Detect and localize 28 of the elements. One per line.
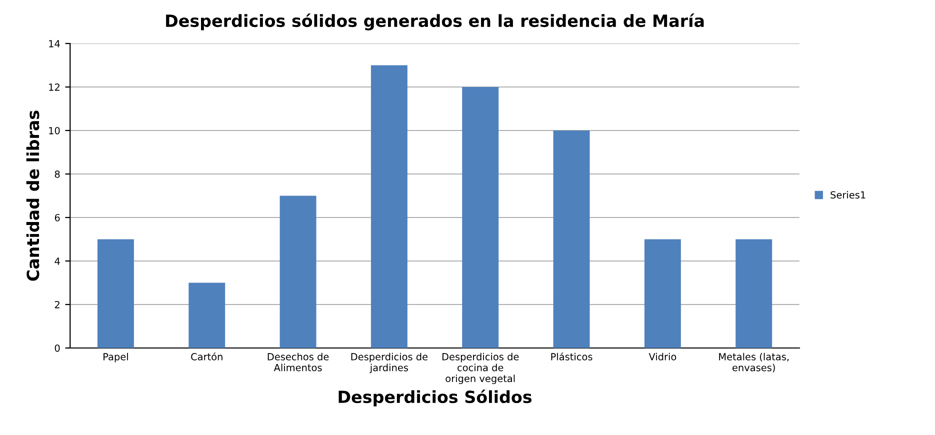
bar <box>280 196 316 348</box>
y-tick-label: 6 <box>54 214 60 222</box>
x-tick-label: Desperdicios de cocina de origen vegetal <box>442 352 519 384</box>
bar <box>188 282 226 348</box>
x-axis-title: Desperdicios Sólidos <box>338 390 532 406</box>
bar <box>553 130 590 348</box>
y-tick-label: 2 <box>54 300 60 308</box>
y-axis-title: Cantidad de libras <box>26 110 40 281</box>
x-tick-label: Cartón <box>191 352 222 360</box>
y-tick-label: 14 <box>49 40 60 48</box>
bar <box>736 239 772 348</box>
y-tick-label: 10 <box>49 126 60 134</box>
y-tick-label: 0 <box>54 344 60 352</box>
x-tick-label: Vidrio <box>648 352 676 360</box>
x-tick-label: Desperdicios de jardines <box>351 352 428 374</box>
x-tick-label: Papel <box>104 352 128 362</box>
y-tick-label: 8 <box>54 170 60 178</box>
x-tick-label: Metales (latas, envases) <box>719 352 789 372</box>
x-tick-label: Plásticos <box>551 352 592 360</box>
bar <box>370 65 408 348</box>
bar <box>462 87 499 348</box>
x-tick-label: Desechos de Alimentos <box>268 352 329 372</box>
legend-label: Series1 <box>830 191 866 199</box>
bar <box>97 239 134 348</box>
y-tick-label: 4 <box>54 258 60 265</box>
y-tick-label: 12 <box>49 83 60 91</box>
bar <box>644 239 681 348</box>
chart-title: Desperdicios sólidos generados en la residencia de María <box>166 14 704 30</box>
